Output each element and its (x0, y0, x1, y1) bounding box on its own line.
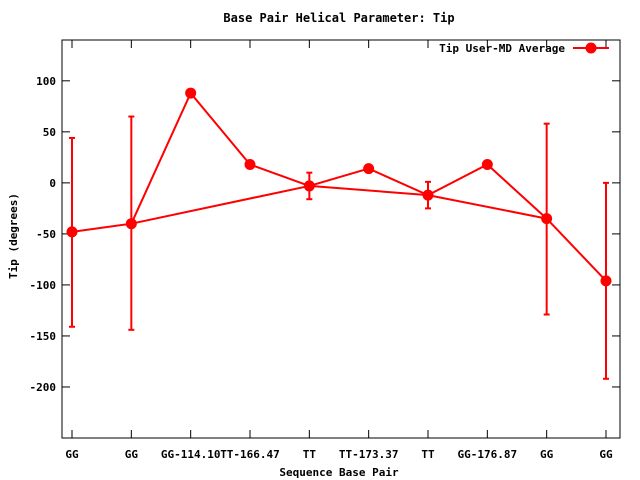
x-tick-label: GG (599, 448, 613, 461)
data-point (363, 163, 375, 175)
y-tick-label: -50 (36, 228, 56, 241)
data-point (422, 189, 434, 201)
y-tick-label: -150 (30, 330, 57, 343)
y-tick-label: 0 (49, 177, 56, 190)
data-point (125, 218, 137, 230)
series-line-segment (131, 184, 310, 225)
data-point (66, 226, 78, 238)
y-ticks: 100 50 0 -50 -100 -150 -200 (30, 75, 620, 394)
data-point (303, 180, 315, 192)
x-tick-label: TT (421, 448, 435, 461)
x-tick-label: TT (303, 448, 317, 461)
series-line-segment (427, 194, 547, 220)
series-line-segment (309, 184, 429, 197)
y-tick-label: -100 (30, 279, 57, 292)
plot-frame (61, 39, 621, 439)
data-point (185, 87, 197, 99)
legend: Tip User-MD Average (439, 42, 609, 55)
chart-title: Base Pair Helical Parameter: Tip (223, 11, 454, 25)
x-ticks: GG GG GG-114.10 TT-166.47 TT TT-173.37 TT GG-17… (65, 40, 613, 461)
x-axis-label: Sequence Base Pair (279, 466, 399, 479)
data-point (481, 159, 493, 171)
series-layer (66, 87, 612, 380)
x-tick-label: GG (65, 448, 79, 461)
x-tick-label: TT-173.37 (339, 448, 399, 461)
series-line (71, 91, 607, 282)
y-tick-label: -200 (30, 381, 57, 394)
data-point (600, 275, 612, 287)
x-tick-label: TT-166.47 (220, 448, 280, 461)
legend-label: Tip User-MD Average (439, 42, 565, 55)
y-axis-label: Tip (degrees) (7, 193, 20, 279)
x-tick-label: GG (125, 448, 139, 461)
legend-marker (585, 42, 597, 54)
data-point (244, 159, 256, 171)
y-tick-label: 100 (36, 75, 56, 88)
x-tick-label: GG-114.10 (161, 448, 221, 461)
x-tick-label: GG-176.87 (458, 448, 518, 461)
y-tick-label: 50 (43, 126, 56, 139)
x-tick-label: GG (540, 448, 554, 461)
data-point (541, 213, 553, 225)
